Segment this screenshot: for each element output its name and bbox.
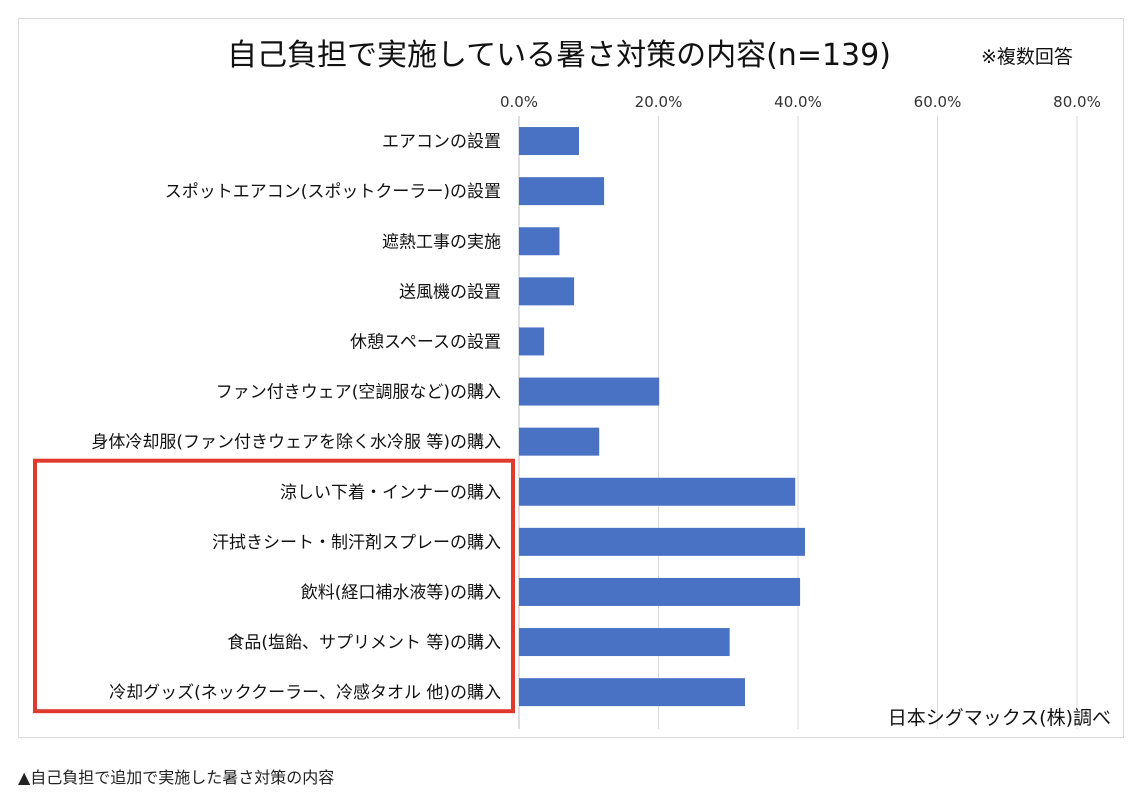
bar-chart: 自己負担で実施している暑さ対策の内容(n=139) ※複数回答 0.0% 20.0…: [33, 38, 1111, 729]
x-tick-label: 20.0%: [635, 93, 683, 111]
bar: [519, 427, 600, 456]
category-label: 身体冷却服(ファン付きウェアを除く水冷服 等)の購入: [91, 433, 501, 453]
chart-frame: 自己負担で実施している暑さ対策の内容(n=139) ※複数回答 0.0% 20.0…: [18, 18, 1124, 738]
category-label: 汗拭きシート・制汗剤スプレーの購入: [212, 533, 501, 553]
bar: [519, 227, 560, 256]
category-label: エアコンの設置: [382, 132, 501, 152]
x-tick-label: 40.0%: [774, 93, 822, 111]
category-label: スポットエアコン(スポットクーラー)の設置: [165, 182, 501, 202]
bar: [519, 327, 545, 356]
category-label: ファン付きウェア(空調服など)の購入: [216, 383, 501, 403]
bar: [519, 678, 745, 707]
category-label: 涼しい下着・インナーの購入: [280, 483, 501, 503]
source-note: 日本シグマックス(株)調べ: [888, 707, 1111, 729]
category-label: 食品(塩飴、サプリメント 等)の購入: [227, 633, 501, 653]
bar: [519, 477, 796, 506]
bar: [519, 377, 660, 406]
x-axis-ticks: 0.0% 20.0% 40.0% 60.0% 80.0%: [500, 93, 1101, 111]
x-tick-label: 80.0%: [1053, 93, 1101, 111]
chart-title: 自己負担で実施している暑さ対策の内容(n=139): [227, 38, 891, 73]
bars: [519, 127, 805, 707]
category-label: 休憩スペースの設置: [350, 332, 501, 352]
category-label: 飲料(経口補水液等)の購入: [301, 583, 501, 603]
bar: [519, 628, 730, 657]
category-label: 冷却グッズ(ネッククーラー、冷感タオル 他)の購入: [109, 683, 501, 703]
category-label: 遮熱工事の実施: [382, 232, 501, 252]
chart-note: ※複数回答: [981, 46, 1073, 68]
bar: [519, 577, 801, 606]
bar: [519, 177, 605, 206]
bar: [519, 527, 805, 556]
x-tick-label: 0.0%: [500, 93, 538, 111]
bar: [519, 277, 575, 306]
highlight-box: [33, 458, 515, 714]
gridlines: [518, 116, 1078, 729]
x-tick-label: 60.0%: [914, 93, 962, 111]
category-label: 送風機の設置: [399, 282, 501, 302]
bar: [519, 127, 579, 156]
category-labels: エアコンの設置スポットエアコン(スポットクーラー)の設置遮熱工事の実施送風機の設…: [91, 132, 501, 703]
figure-caption: ▲自己負担で追加で実施した暑さ対策の内容: [18, 768, 335, 787]
